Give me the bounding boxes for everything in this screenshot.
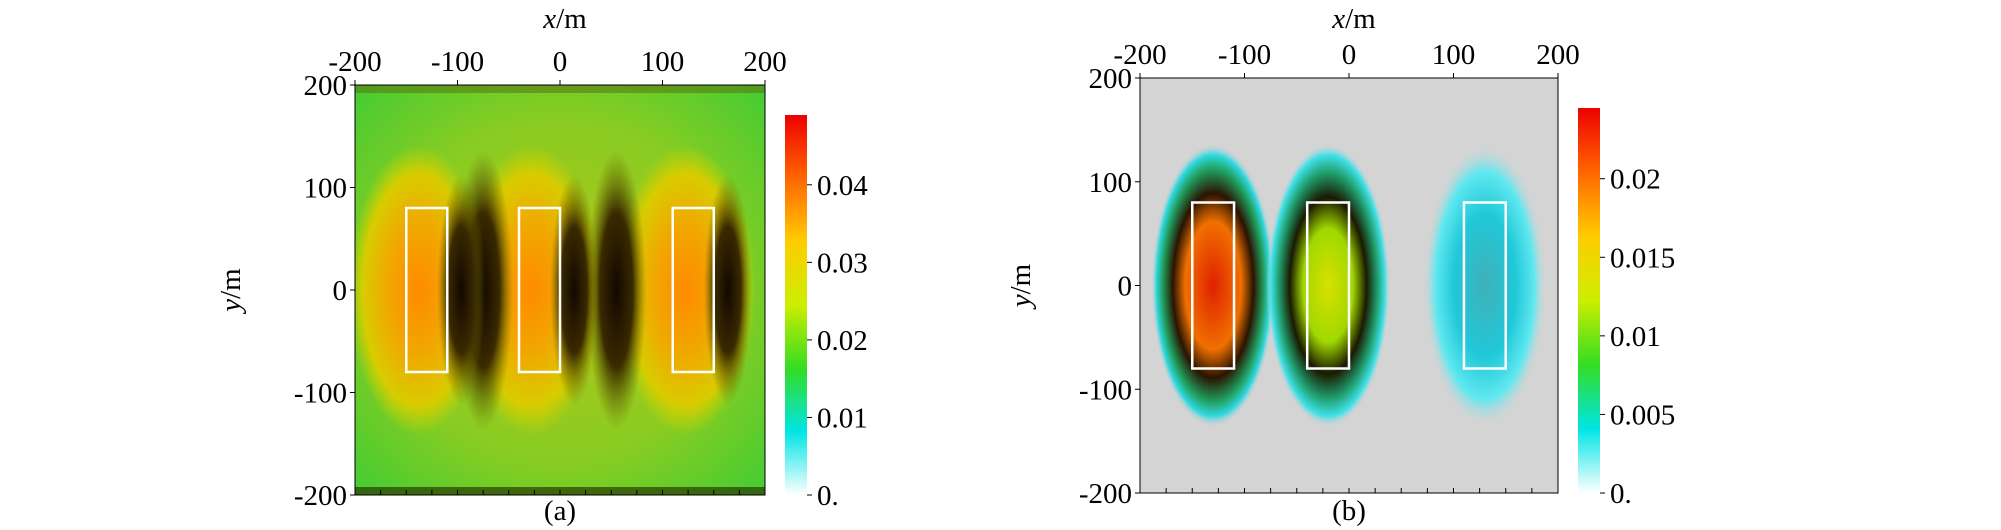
x-tick-label: -100 (1218, 39, 1271, 71)
colorbar-tick-label: 0. (817, 480, 839, 512)
y-tick-label: 0 (1118, 271, 1133, 303)
dark-band-a-2 (703, 175, 752, 405)
rectangles-a (405, 206, 715, 374)
y-tick-label: -200 (294, 480, 347, 512)
source-rectangle (1191, 201, 1236, 370)
colorbar-ticks-b: 0.02 0.015 0.01 0.005 0. (1600, 164, 1675, 510)
x-axis-label-a: x/m (542, 3, 587, 35)
source-rectangle (517, 206, 562, 374)
x-tick-label: -200 (328, 46, 381, 78)
edge-top-a (355, 85, 765, 93)
x-tick-label: 200 (743, 46, 787, 78)
y-tick-label: -100 (1079, 374, 1132, 406)
y-axis-label-a: y/m (215, 268, 247, 315)
rectangles-b (1191, 201, 1507, 370)
colorbar-b (1578, 108, 1600, 493)
field-blob-b-1 (1266, 143, 1391, 428)
colorbar-tick-label: 0.02 (817, 325, 868, 357)
dark-band-a-0 (437, 175, 486, 405)
x-tick-label: 100 (1432, 39, 1476, 71)
dark-band-a-1 (550, 175, 598, 405)
x-axis-label-b: x/m (1331, 3, 1376, 35)
y-tick-label: 200 (304, 70, 348, 102)
x-tick-label: -200 (1113, 39, 1166, 71)
colorbar-tick-label: 0.005 (1610, 399, 1675, 431)
y-tick-label: -100 (294, 378, 347, 410)
field-blob-b-2 (1422, 143, 1547, 428)
x-tick-label: 200 (1536, 39, 1580, 71)
source-rectangle (405, 206, 449, 374)
colorbar-tick-label: 0.01 (1610, 321, 1661, 353)
x-ticks-a: -200 -100 0 100 200 (328, 46, 787, 495)
colorbar-tick-label: 0.015 (1610, 242, 1675, 274)
colorbar-tick-label: 0.01 (817, 402, 868, 434)
colorbar-a (785, 115, 807, 495)
y-ticks-a: 200 100 0 -100 -200 (294, 70, 355, 512)
y-tick-label: 100 (304, 173, 348, 205)
x-tick-label: 100 (641, 46, 685, 78)
y-tick-label: 0 (333, 275, 348, 307)
colorbar-tick-label: 0. (1610, 478, 1632, 510)
y-tick-label: 100 (1089, 167, 1133, 199)
source-rectangle (1305, 201, 1351, 370)
y-tick-label: -200 (1079, 478, 1132, 510)
y-tick-label: 200 (1089, 63, 1133, 95)
y-ticks-b: 200 100 0 -100 -200 (1079, 63, 1140, 510)
colorbar-tick-label: 0.03 (817, 247, 868, 279)
source-rectangle (671, 206, 715, 374)
x-tick-label: -100 (431, 46, 484, 78)
colorbar-ticks-a: 0.04 0.03 0.02 0.01 0. (807, 170, 868, 512)
panel-caption-b: (b) (1332, 495, 1366, 527)
x-tick-label: 0 (553, 46, 568, 78)
heatmap-area-a (355, 85, 765, 495)
colorbar-tick-label: 0.04 (817, 170, 868, 202)
panel-caption-a: (a) (544, 495, 576, 527)
field-blob-b-0 (1151, 143, 1276, 428)
dark-zone-a-1 (586, 150, 647, 430)
x-ticks-b: -200 -100 0 100 200 (1113, 39, 1580, 493)
x-tick-label: 0 (1342, 39, 1357, 71)
source-rectangle (1462, 201, 1507, 370)
colorbar-tick-label: 0.02 (1610, 164, 1661, 196)
y-axis-label-b: y/m (1005, 263, 1037, 310)
